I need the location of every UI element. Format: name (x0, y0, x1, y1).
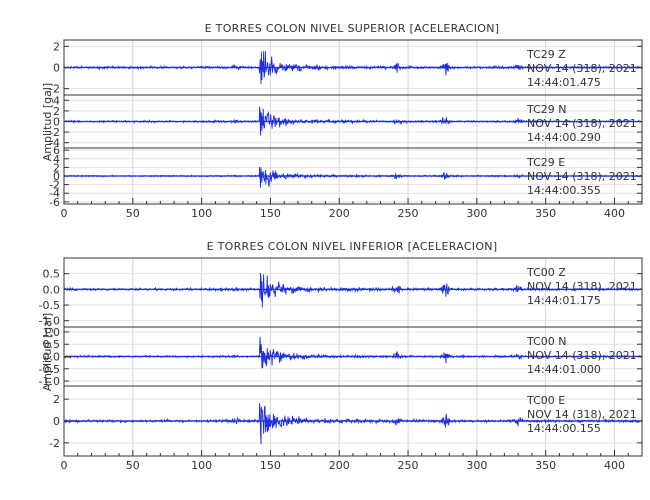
x-tick-label: 0 (61, 459, 68, 472)
station-time-label: 14:44:01.475 (527, 76, 601, 89)
x-tick-label: 250 (398, 459, 419, 472)
y-tick-label: -4 (49, 187, 60, 200)
x-tick-label: 150 (260, 459, 281, 472)
y-tick-label: -1.0 (39, 375, 60, 388)
x-tick-label: 200 (329, 459, 350, 472)
station-time-label: 14:44:00.355 (527, 184, 601, 197)
top-chart-ylabel: Amplitud [gal] (41, 83, 54, 161)
station-time-label: 14:44:00.155 (527, 422, 601, 435)
bottom-chart-title: E TORRES COLON NIVEL INFERIOR [ACELERACI… (207, 240, 498, 253)
x-tick-label: 250 (398, 207, 419, 220)
y-tick-label: 0.0 (43, 351, 61, 364)
x-tick-label: 50 (126, 207, 140, 220)
station-time-label: 14:44:01.000 (527, 363, 601, 376)
y-tick-label: 4 (53, 153, 60, 166)
station-channel-label: TC29 Z (526, 48, 566, 61)
x-tick-label: 350 (535, 459, 556, 472)
y-tick-label: 0 (53, 170, 60, 183)
y-tick-label: -2 (49, 437, 60, 450)
y-tick-label: -4 (49, 137, 60, 150)
x-tick-label: 100 (191, 207, 212, 220)
y-tick-label: 0.5 (43, 338, 61, 351)
station-channel-label: TC29 E (526, 156, 565, 169)
y-tick-label: 2 (53, 393, 60, 406)
y-tick-label: 2 (53, 40, 60, 53)
y-tick-label: 4 (53, 94, 60, 107)
y-tick-label: 0.0 (43, 283, 61, 296)
y-tick-label: 2 (53, 161, 60, 174)
y-tick-label: 6 (53, 144, 60, 157)
x-tick-label: 100 (191, 459, 212, 472)
station-channel-label: TC00 E (526, 394, 565, 407)
y-tick-label: 0 (53, 62, 60, 75)
station-channel-label: TC00 N (526, 335, 566, 348)
station-time-label: 14:44:01.175 (527, 294, 601, 307)
x-tick-label: 400 (604, 459, 625, 472)
y-tick-label: -2 (49, 83, 60, 96)
y-tick-label: -2 (49, 179, 60, 192)
x-tick-label: 50 (126, 459, 140, 472)
y-tick-label: -0.5 (39, 363, 60, 376)
station-channel-label: TC00 Z (526, 266, 566, 279)
station-date-label: NOV 14 (318), 2021 (527, 349, 637, 362)
station-date-label: NOV 14 (318), 2021 (527, 408, 637, 421)
y-tick-label: 0.5 (43, 268, 61, 281)
y-tick-label: 1.0 (43, 326, 61, 339)
station-date-label: NOV 14 (318), 2021 (527, 170, 637, 183)
y-tick-label: -0.5 (39, 299, 60, 312)
x-tick-label: 300 (466, 459, 487, 472)
station-channel-label: TC29 N (526, 103, 566, 116)
top-chart-title: E TORRES COLON NIVEL SUPERIOR [ACELERACI… (205, 22, 500, 35)
y-tick-label: -6 (49, 196, 60, 209)
bottom-chart-ylabel: Amplitud [gal] (41, 313, 54, 391)
x-tick-label: 150 (260, 207, 281, 220)
station-date-label: NOV 14 (318), 2021 (527, 117, 637, 130)
station-date-label: NOV 14 (318), 2021 (527, 62, 637, 75)
y-tick-label: -2 (49, 126, 60, 139)
x-tick-label: 0 (61, 207, 68, 220)
y-tick-label: 0 (53, 116, 60, 129)
y-tick-label: 0 (53, 415, 60, 428)
y-tick-label: 2 (53, 105, 60, 118)
x-tick-label: 300 (466, 207, 487, 220)
station-date-label: NOV 14 (318), 2021 (527, 280, 637, 293)
station-time-label: 14:44:00.290 (527, 131, 601, 144)
x-tick-label: 350 (535, 207, 556, 220)
x-tick-label: 400 (604, 207, 625, 220)
x-tick-label: 200 (329, 207, 350, 220)
y-tick-label: -1.0 (39, 315, 60, 328)
